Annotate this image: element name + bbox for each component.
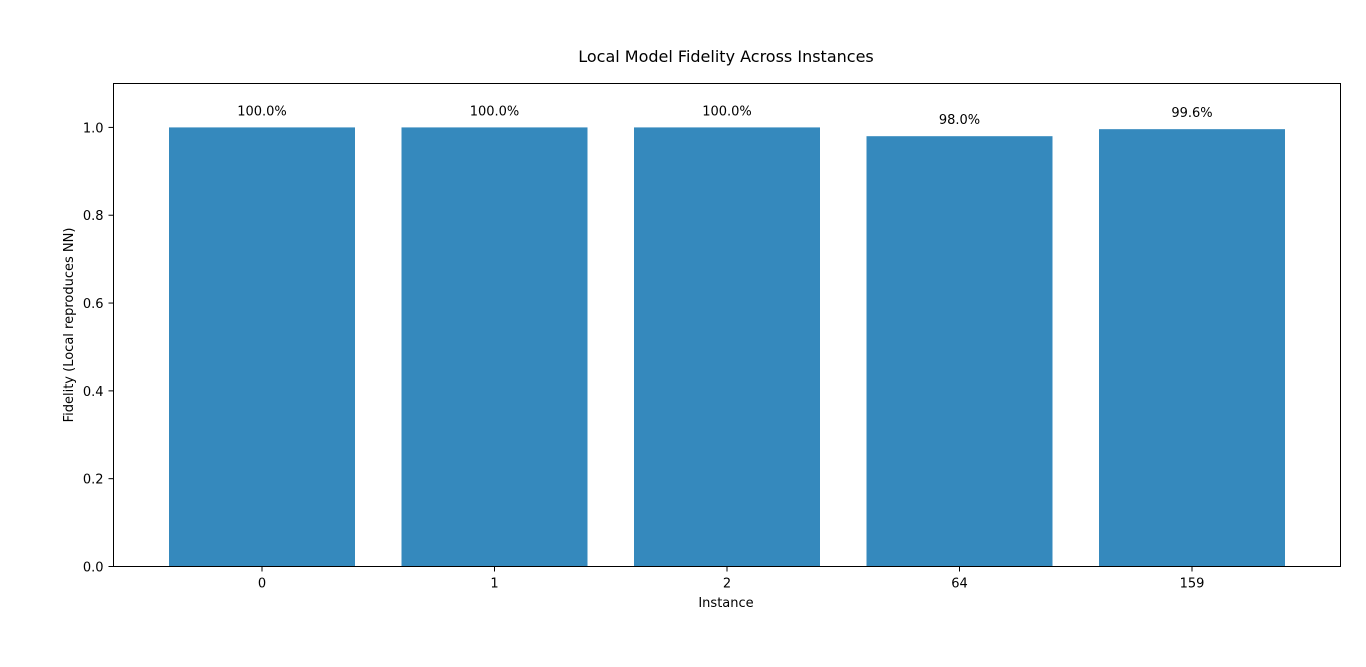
y-tick-label-1.0: 1.0 bbox=[83, 121, 104, 136]
bar-159 bbox=[1099, 129, 1285, 567]
data-label-2: 100.0% bbox=[702, 104, 752, 119]
y-tick-label-0.6: 0.6 bbox=[83, 297, 104, 312]
y-tick-label-0.2: 0.2 bbox=[83, 473, 104, 488]
x-tick-label-0: 0 bbox=[258, 577, 266, 592]
data-label-1: 100.0% bbox=[470, 104, 520, 119]
y-tick-label-0.0: 0.0 bbox=[83, 561, 104, 576]
y-tick-label-0.8: 0.8 bbox=[83, 209, 104, 224]
x-tick-label-2: 2 bbox=[723, 577, 731, 592]
chart-title: Local Model Fidelity Across Instances bbox=[578, 47, 874, 66]
data-labels-layer: 100.0% 100.0% 100.0% 98.0% 99.6% bbox=[237, 104, 1212, 128]
y-tick-label-0.4: 0.4 bbox=[83, 385, 104, 400]
x-tick-label-159: 159 bbox=[1180, 577, 1205, 592]
bar-64 bbox=[866, 136, 1053, 567]
bar-1 bbox=[401, 127, 588, 567]
bar-0 bbox=[169, 127, 355, 567]
x-axis: 0 1 2 64 159 bbox=[258, 566, 1205, 592]
bar-2 bbox=[634, 127, 820, 567]
plot-frame bbox=[113, 83, 1341, 567]
bars-layer bbox=[169, 127, 1285, 567]
data-label-159: 99.6% bbox=[1171, 106, 1212, 121]
data-label-0: 100.0% bbox=[237, 104, 287, 119]
x-axis-label: Instance bbox=[698, 596, 753, 611]
y-axis: 0.0 0.2 0.4 0.6 0.8 1.0 bbox=[83, 121, 114, 576]
data-label-64: 98.0% bbox=[939, 113, 980, 128]
x-tick-label-1: 1 bbox=[490, 577, 498, 592]
y-axis-label: Fidelity (Local reproduces NN) bbox=[62, 228, 77, 423]
x-tick-label-64: 64 bbox=[951, 577, 968, 592]
